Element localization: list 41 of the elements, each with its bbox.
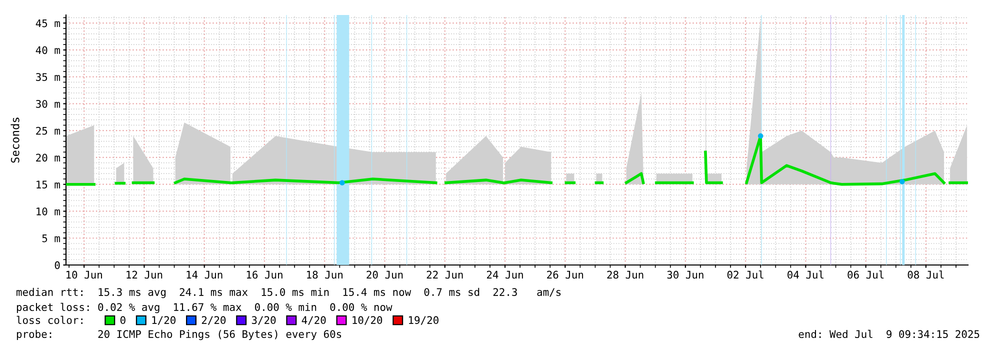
y-tick-label: 30 m — [36, 100, 60, 108]
x-tick-label: 24 Jun — [486, 270, 523, 279]
x-tick-label: 18 Jun — [307, 270, 343, 279]
x-tick-label: 20 Jun — [366, 270, 403, 279]
x-tick-label: 06 Jul — [848, 270, 884, 279]
x-tick-label: 10 Jun — [66, 270, 102, 279]
x-tick-label: 28 Jun — [607, 270, 644, 279]
text: probe: 20 ICMP Echo Pings (56 Bytes) every 60s — [16, 330, 342, 340]
point — [758, 133, 764, 139]
legend-label: 3/20 — [252, 316, 276, 325]
x-tick-label: 14 Jun — [186, 270, 222, 279]
x-tick-label: 08 Jul — [908, 270, 944, 279]
x-tick-label: 12 Jun — [126, 270, 162, 279]
point — [899, 179, 905, 184]
y-tick-label: 25 m — [36, 126, 60, 135]
legend-label: 19/20 — [409, 316, 438, 325]
legend-label: 10/20 — [352, 316, 382, 325]
legend-label: 2/20 — [202, 316, 226, 325]
legend-label: 4/20 — [302, 316, 326, 325]
y-axis-title: Seconds — [10, 118, 20, 163]
point — [339, 180, 345, 186]
x-tick-label: 30 Jun — [667, 270, 704, 279]
y-tick-label: 20 m — [36, 154, 60, 162]
legend-label: 0 — [120, 316, 126, 324]
y-tick-label: 45 m — [36, 19, 60, 28]
legend-title: loss color: — [16, 316, 82, 324]
x-tick-label: 02 Jul — [727, 270, 764, 279]
x-tick-label: 04 Jul — [788, 270, 824, 279]
y-tick-label: 15 m — [36, 180, 60, 188]
y-tick-label: 0 — [54, 261, 60, 270]
x-tick-label: 26 Jun — [547, 270, 584, 279]
text: packet loss: 0.02 % avg 11.67 % max 0.00 % min 0.00 % now — [16, 302, 392, 314]
text: end: Wed Jul 9 09:34:15 2025 — [798, 330, 980, 338]
y-tick-label: 40 m — [36, 46, 60, 54]
legend-label: 1/20 — [152, 316, 176, 325]
text: median rtt: 15.3 ms avg 24.1 ms max 15.0 ms min 15.4 ms now 0.7 ms sd 22.3 am/s — [16, 288, 561, 298]
y-tick-label: 10 m — [36, 207, 60, 216]
x-tick-label: 22 Jun — [426, 270, 463, 279]
x-tick-label: 16 Jun — [246, 270, 282, 279]
y-tick-label: 5 m — [42, 234, 60, 242]
y-tick-label: 35 m — [36, 73, 60, 81]
